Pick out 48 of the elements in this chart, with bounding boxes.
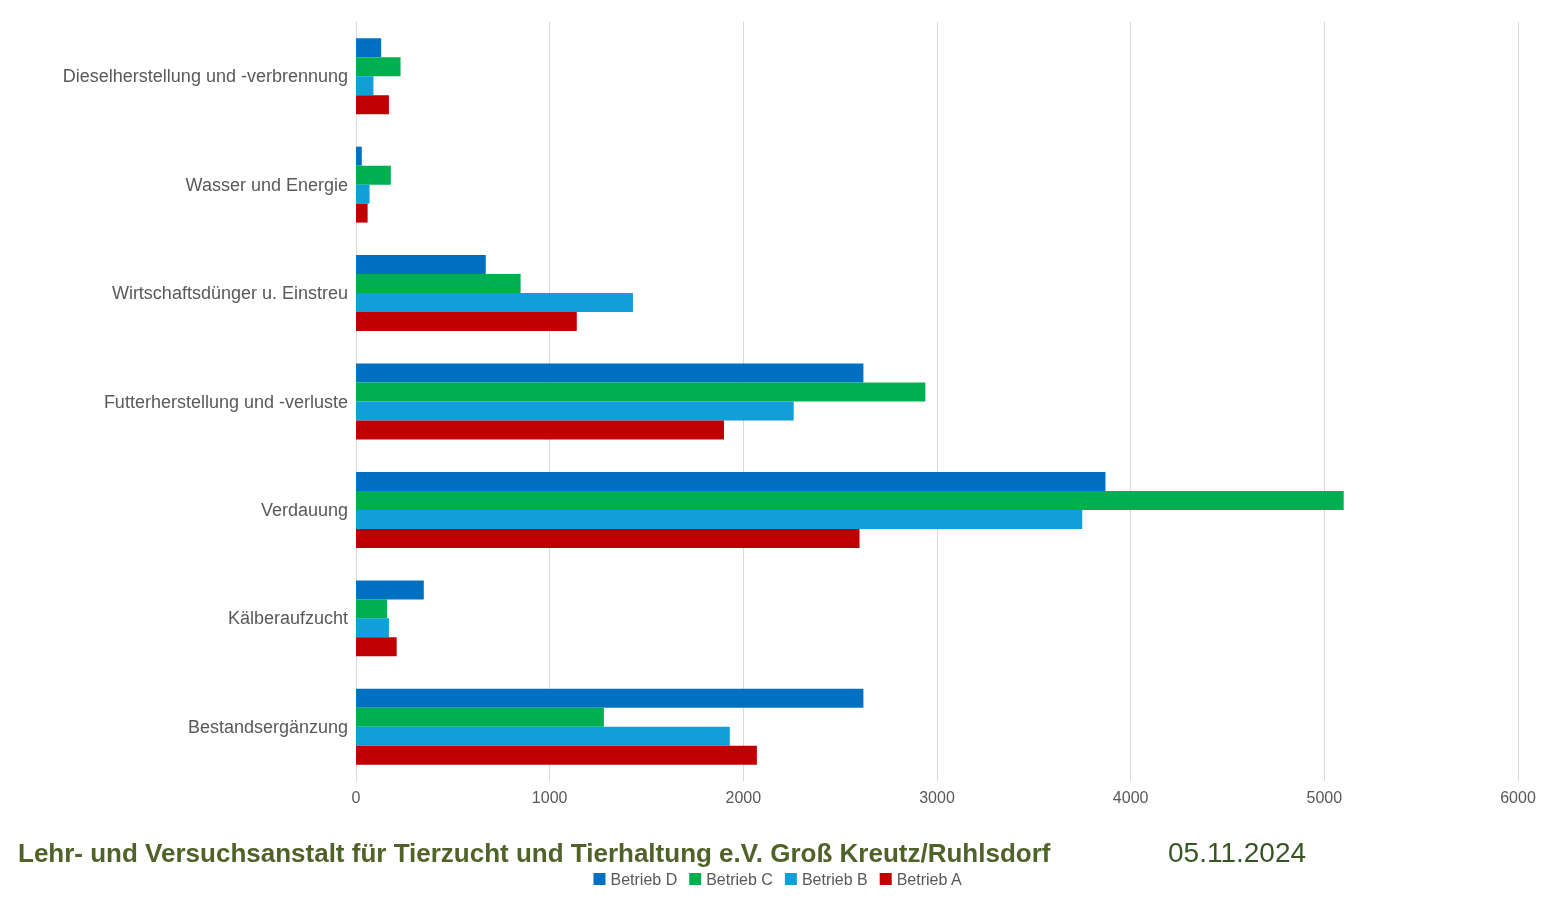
x-tick-label: 5000 bbox=[1306, 788, 1343, 806]
bar bbox=[356, 382, 926, 402]
bar bbox=[356, 38, 382, 58]
bar bbox=[356, 637, 397, 657]
y-tick-label: Futterherstellung und -verluste bbox=[103, 391, 348, 412]
bar bbox=[356, 401, 794, 421]
x-tick-label: 0 bbox=[351, 788, 361, 806]
bar bbox=[356, 618, 389, 638]
bar bbox=[356, 580, 424, 600]
bar bbox=[356, 57, 401, 77]
y-tick-label: Verdauung bbox=[260, 499, 348, 520]
legend-label: Betrieb C bbox=[706, 870, 773, 888]
x-tick-label: 6000 bbox=[1500, 788, 1536, 806]
y-tick-label: Wasser und Energie bbox=[185, 174, 348, 195]
x-tick-label: 3000 bbox=[919, 788, 955, 806]
y-tick-label: Bestandsergänzung bbox=[187, 716, 348, 737]
bar bbox=[356, 745, 757, 765]
bar bbox=[356, 76, 374, 96]
text: 05.11.2024 bbox=[1168, 836, 1307, 868]
y-tick-label: Dieselherstellung und -verbrennung bbox=[62, 66, 348, 87]
legend-label: Betrieb B bbox=[801, 870, 868, 888]
bar bbox=[356, 707, 604, 727]
bar bbox=[356, 528, 860, 548]
bar bbox=[356, 509, 1083, 529]
bar bbox=[356, 165, 391, 185]
bar bbox=[356, 471, 1106, 491]
x-tick-label: 2000 bbox=[725, 788, 762, 806]
bar bbox=[356, 688, 864, 708]
y-tick-label: Wirtschaftsdünger u. Einstreu bbox=[111, 283, 348, 304]
x-tick-label: 1000 bbox=[531, 788, 568, 806]
text: Lehr- und Versuchsanstalt für Tierzucht und Tierhaltung e.V. Groß Kreutz/Ruhlsdorf bbox=[18, 838, 1051, 868]
x-tick-label: 4000 bbox=[1112, 788, 1149, 806]
bar bbox=[356, 95, 389, 115]
legend-label: Betrieb D bbox=[610, 870, 678, 888]
bar bbox=[356, 255, 486, 275]
bar bbox=[356, 726, 730, 746]
bar bbox=[356, 184, 370, 204]
y-tick-label: Kälberaufzucht bbox=[227, 608, 348, 629]
legend-label: Betrieb A bbox=[896, 870, 962, 888]
bar bbox=[356, 274, 521, 294]
bar bbox=[356, 312, 577, 332]
bar bbox=[356, 203, 368, 223]
bar bbox=[356, 363, 864, 383]
bar bbox=[356, 293, 633, 313]
bar bbox=[356, 146, 362, 166]
bar bbox=[356, 599, 387, 619]
bar bbox=[356, 420, 724, 440]
bar bbox=[356, 490, 1344, 510]
